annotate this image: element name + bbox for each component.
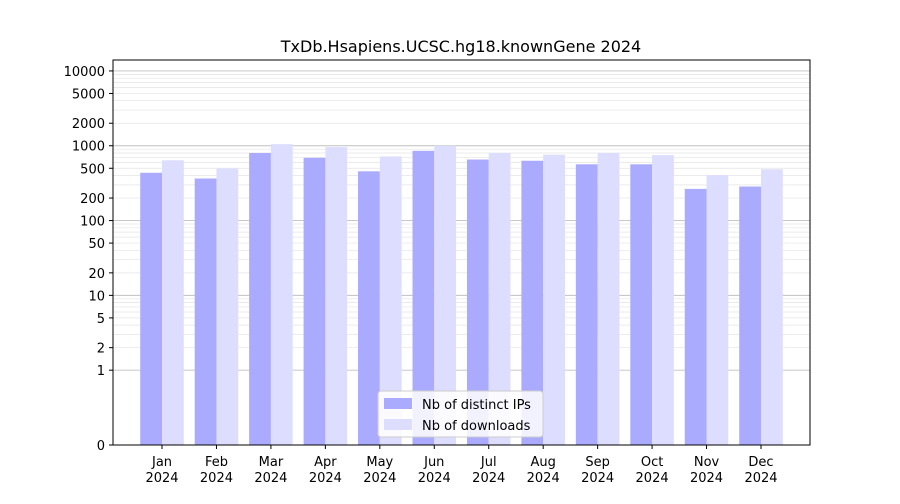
x-tick-label: Apr (314, 455, 337, 470)
bar (249, 153, 271, 445)
bar (216, 169, 238, 445)
y-tick-label: 100 (80, 215, 105, 230)
legend-swatch (384, 398, 412, 409)
x-tick-label: 2024 (200, 471, 233, 486)
bar (598, 153, 620, 445)
chart-title: TxDb.Hsapiens.UCSC.hg18.knownGene 2024 (280, 37, 641, 56)
bar (707, 175, 729, 445)
y-tick-label: 10 (88, 289, 105, 304)
x-tick-label: 2024 (744, 471, 777, 486)
y-axis: 0 1 2 5 10 20 50 100 200 500 1000 2000 5000 10000 (64, 65, 113, 454)
bar (576, 164, 598, 445)
bar (652, 155, 674, 445)
y-tick-label: 2000 (72, 117, 105, 132)
x-axis: Jan2024Feb2024Mar2024Apr2024May2024Jun20… (145, 445, 777, 486)
bar (543, 155, 565, 445)
bar (162, 160, 184, 445)
y-tick-label: 500 (80, 162, 105, 177)
y-tick-label: 50 (88, 237, 105, 252)
legend[interactable]: Nb of distinct IPs Nb of downloads (378, 391, 543, 437)
bar (304, 158, 326, 445)
y-tick-label: 1000 (72, 140, 105, 155)
bar (630, 164, 652, 445)
x-tick-label: 2024 (636, 471, 669, 486)
x-tick-label: 2024 (309, 471, 342, 486)
bar (761, 169, 783, 445)
x-tick-label: 2024 (363, 471, 396, 486)
y-tick-label: 20 (88, 267, 105, 282)
legend-label: Nb of downloads (422, 419, 531, 434)
x-tick-label: Feb (205, 455, 228, 470)
x-tick-label: Sep (585, 455, 610, 470)
x-tick-label: May (366, 455, 393, 470)
bar (271, 144, 293, 445)
y-tick-label: 2 (97, 342, 105, 357)
legend-swatch (384, 419, 412, 430)
bar (358, 171, 380, 445)
bar (195, 178, 217, 445)
x-tick-label: 2024 (254, 471, 287, 486)
x-tick-label: 2024 (581, 471, 614, 486)
bar (685, 189, 707, 445)
x-tick-label: Jan (151, 455, 172, 470)
x-tick-label: 2024 (690, 471, 723, 486)
y-tick-label: 10000 (64, 65, 105, 80)
x-tick-label: 2024 (472, 471, 505, 486)
y-tick-label: 1 (97, 364, 105, 379)
x-tick-label: Dec (748, 455, 773, 470)
x-tick-label: Nov (694, 455, 720, 470)
x-tick-label: Jun (423, 455, 444, 470)
y-tick-label: 0 (97, 439, 105, 454)
y-tick-label: 200 (80, 192, 105, 207)
bar (140, 173, 162, 445)
x-tick-label: Aug (530, 455, 555, 470)
x-tick-label: Mar (259, 455, 284, 470)
legend-label: Nb of distinct IPs (422, 398, 531, 413)
bar (739, 187, 761, 445)
x-tick-label: 2024 (145, 471, 178, 486)
x-tick-label: 2024 (418, 471, 451, 486)
x-tick-label: Oct (641, 455, 663, 470)
y-tick-label: 5000 (72, 87, 105, 102)
x-tick-label: 2024 (527, 471, 560, 486)
x-tick-label: Jul (480, 455, 497, 470)
y-tick-label: 5 (97, 312, 105, 327)
bar (325, 147, 347, 445)
